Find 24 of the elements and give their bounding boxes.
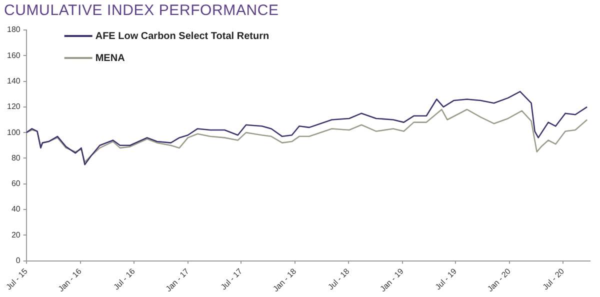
x-tick-label: Jan - 17 (164, 266, 192, 294)
x-tick-label: Jul - 17 (219, 266, 244, 292)
y-tick-label: 60 (11, 179, 21, 188)
x-tick-label: Jan - 18 (271, 266, 298, 294)
x-tick-label: Jul - 20 (541, 266, 566, 292)
y-tick-label: 140 (6, 76, 21, 86)
x-tick-label: Jan - 20 (486, 266, 513, 294)
legend-label: MENA (95, 52, 125, 64)
x-tick-label: Jul - 19 (434, 266, 459, 292)
x-tick-label: Jan - 19 (378, 266, 406, 294)
y-tick-label: 40 (11, 204, 21, 214)
y-tick-label: 160 (6, 50, 21, 60)
x-tick-label: Jul - 16 (112, 266, 138, 292)
legend-label: AFE Low Carbon Select Total Return (95, 30, 270, 42)
x-tick-label: Jul - 18 (326, 266, 352, 292)
y-tick-label: 0 (16, 256, 21, 265)
x-tick-label: Jul - 15 (4, 266, 30, 292)
y-tick-label: 20 (11, 230, 21, 240)
y-tick-label: 80 (11, 153, 21, 162)
x-tick-label: Jan - 16 (56, 266, 84, 294)
y-tick-label: 100 (6, 128, 21, 137)
y-tick-label: 180 (6, 25, 21, 34)
y-tick-label: 120 (6, 102, 21, 112)
chart-title: CUMULATIVE INDEX PERFORMANCE (3, 1, 280, 21)
